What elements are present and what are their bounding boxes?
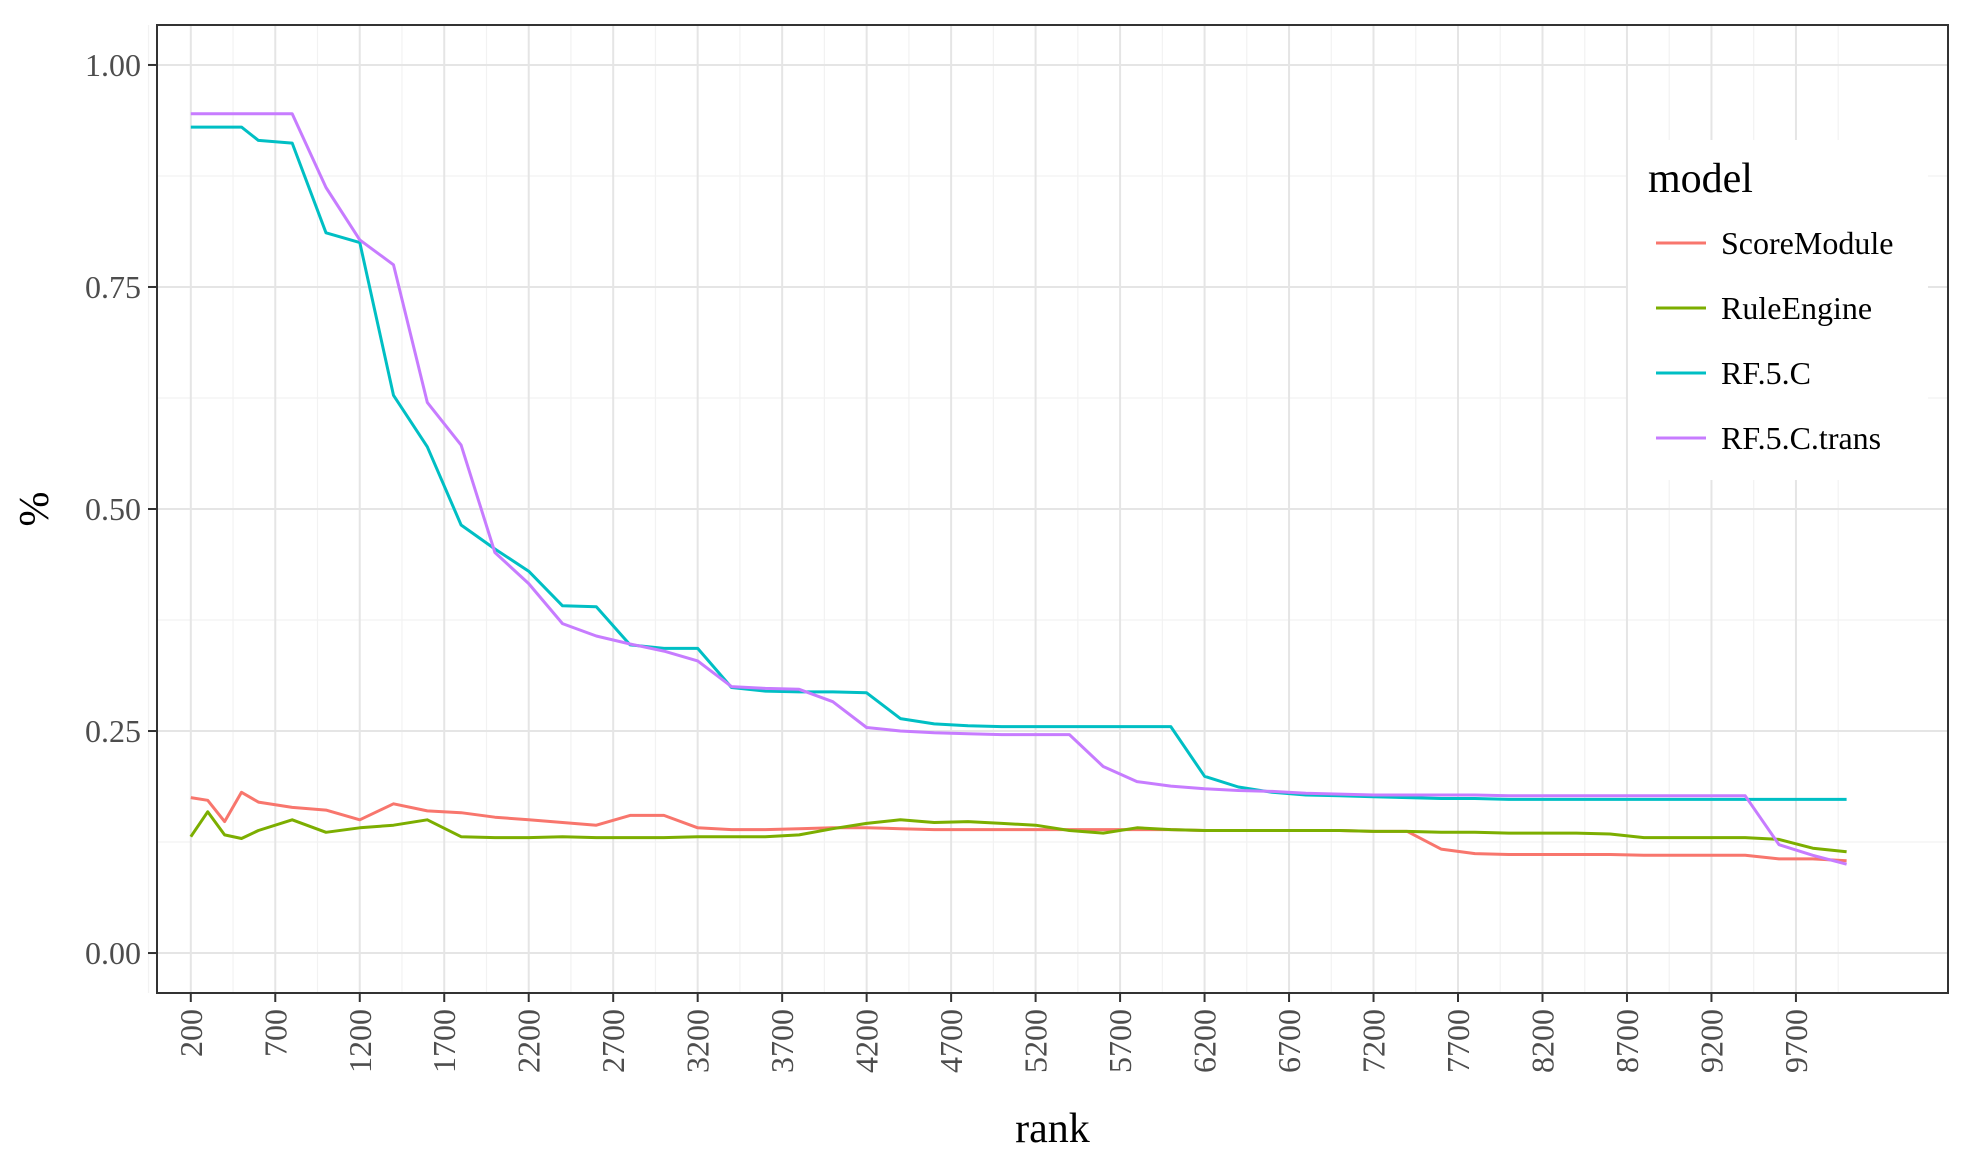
x-axis: 200 700 1200 1700 2200 2700 3200 3700 4200 4700 52… [173,993,1814,1073]
y-tick-label: 0.25 [85,713,141,749]
legend-label-rf-5-c-trans: RF.5.C.trans [1721,420,1881,456]
x-tick-label: 9200 [1693,1009,1729,1073]
x-tick-label: 700 [257,1009,293,1057]
legend-label-ruleengine: RuleEngine [1721,290,1872,326]
y-axis: 0.00 0.25 0.50 0.75 1.00 [85,47,157,971]
x-tick-label: 7700 [1440,1009,1476,1073]
x-tick-label: 5200 [1018,1009,1054,1073]
x-tick-label: 5700 [1102,1009,1138,1073]
x-tick-label: 8200 [1524,1009,1560,1073]
legend-label-rf-5-c: RF.5.C [1721,355,1811,391]
x-tick-label: 9700 [1778,1009,1814,1073]
x-tick-label: 2200 [511,1009,547,1073]
x-tick-label: 6700 [1271,1009,1307,1073]
x-tick-label: 4200 [849,1009,885,1073]
series-line-rf-5-c-trans [190,112,1847,866]
x-tick-label: 4700 [933,1009,969,1073]
legend-title: model [1648,156,1753,202]
legend-items: ScoreModule RuleEngine RF.5.C RF.5.C.trans [1656,225,1893,456]
series-line-scoremodule [190,790,1847,863]
x-tick-label: 1700 [426,1009,462,1073]
x-tick-label: 6200 [1187,1009,1223,1073]
y-axis-title: % [12,492,58,527]
y-tick-label: 0.75 [85,269,141,305]
series-line-ruleengine [189,810,1847,854]
y-tick-label: 0.00 [85,935,141,971]
legend-label-scoremodule: ScoreModule [1721,225,1893,261]
x-tick-label: 200 [173,1009,209,1057]
x-tick-label: 3700 [764,1009,800,1073]
x-tick-label: 1200 [342,1009,378,1073]
legend: model ScoreModule RuleEngine RF.5.C RF.5.C.… [1628,140,1928,480]
series-layer [189,112,1847,866]
y-tick-label: 0.50 [85,491,141,527]
y-tick-label: 1.00 [85,47,141,83]
series-line-rf-5-c [190,125,1847,801]
x-axis-title: rank [1015,1106,1090,1152]
x-tick-label: 7200 [1356,1009,1392,1073]
x-tick-label: 8700 [1609,1009,1645,1073]
x-tick-label: 3200 [680,1009,716,1073]
x-tick-label: 2700 [595,1009,631,1073]
legend-background [1628,140,1928,480]
